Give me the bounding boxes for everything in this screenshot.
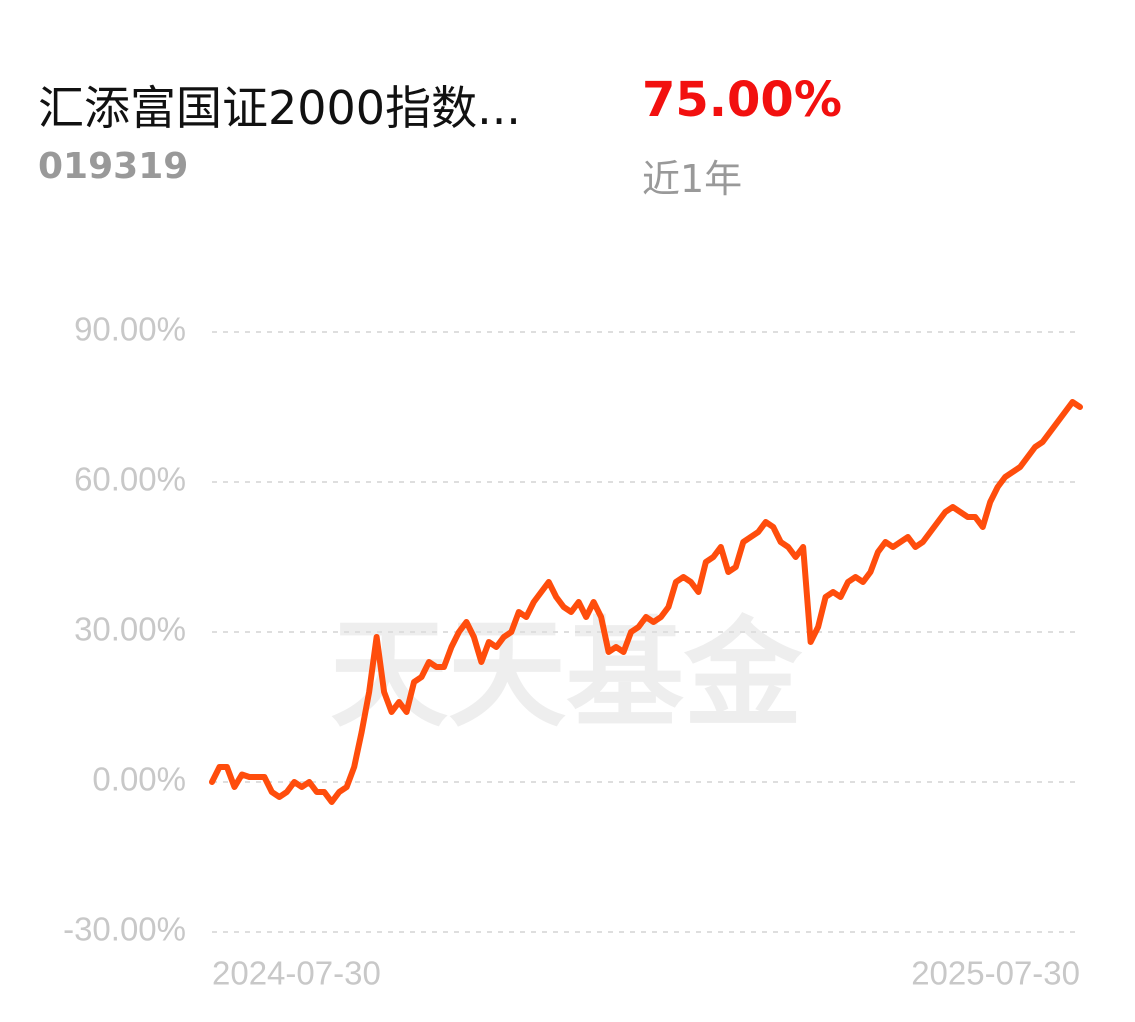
fund-code: 019319 — [38, 146, 189, 187]
watermark: 天天基金 — [330, 609, 803, 741]
line-series — [209, 399, 1083, 805]
y-tick-label: 30.00% — [74, 611, 186, 648]
y-tick-label: -30.00% — [63, 911, 186, 948]
fund-title: 汇添富国证2000指数... — [38, 81, 521, 135]
y-tick-label: 90.00% — [74, 311, 186, 348]
x-tick-label: 2025-07-30 — [911, 955, 1080, 992]
y-tick-label: 60.00% — [74, 461, 186, 498]
x-tick-label: 2024-07-30 — [212, 955, 381, 992]
return-value: 75.00% — [642, 72, 842, 128]
y-tick-label: 0.00% — [92, 761, 186, 798]
return-period: 近1年 — [642, 157, 743, 201]
